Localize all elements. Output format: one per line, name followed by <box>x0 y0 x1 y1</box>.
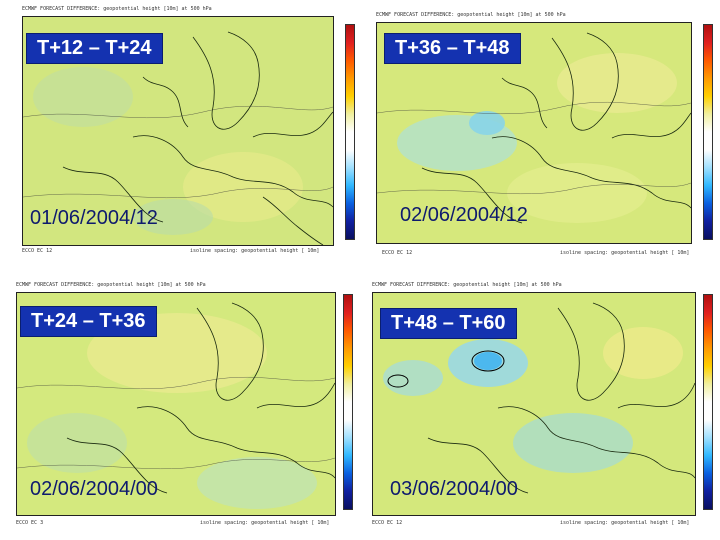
panel-footer-right: isoline spacing: geopotential height [ 1… <box>200 520 330 526</box>
panel-footer-left: ECCO EC 12 <box>22 248 53 254</box>
forecast-date-label: 03/06/2004/00 <box>390 478 518 500</box>
panel-header: ECMWF FORECAST DIFFERENCE: geopotential … <box>16 282 206 288</box>
map-panel-2: ECMWF FORECAST DIFFERENCE: geopotential … <box>360 0 720 270</box>
map-panel-1: ECMWF FORECAST DIFFERENCE: geopotential … <box>0 0 360 270</box>
map-panel-4: ECMWF FORECAST DIFFERENCE: geopotential … <box>360 270 720 540</box>
forecast-date-label: 02/06/2004/00 <box>30 478 158 500</box>
colorbar <box>703 24 713 240</box>
panel-header: ECMWF FORECAST DIFFERENCE: geopotential … <box>376 12 566 18</box>
forecast-date-label: 02/06/2004/12 <box>400 204 528 226</box>
colorbar <box>343 294 353 510</box>
panel-footer-left: ECCO EC 3 <box>16 520 44 526</box>
forecast-step-label: T+36 – T+48 <box>384 33 521 64</box>
panel-footer-right: isoline spacing: geopotential height [ 1… <box>560 520 690 526</box>
map-panel-3: ECMWF FORECAST DIFFERENCE: geopotential … <box>0 270 360 540</box>
forecast-map <box>22 16 334 246</box>
panel-footer-left: ECCO EC 12 <box>372 520 403 526</box>
panel-footer-left: ECCO EC 12 <box>382 250 413 256</box>
panel-header: ECMWF FORECAST DIFFERENCE: geopotential … <box>372 282 562 288</box>
forecast-step-label: T+12 – T+24 <box>26 33 163 64</box>
colorbar <box>345 24 355 240</box>
forecast-date-label: 01/06/2004/12 <box>30 207 158 229</box>
panel-header: ECMWF FORECAST DIFFERENCE: geopotential … <box>22 6 212 12</box>
panel-footer-right: isoline spacing: geopotential height [ 1… <box>560 250 690 256</box>
panel-footer-right: isoline spacing: geopotential height [ 1… <box>190 248 320 254</box>
colorbar <box>703 294 713 510</box>
forecast-step-label: T+48 – T+60 <box>380 308 517 339</box>
forecast-step-label: T+24 – T+36 <box>20 306 157 337</box>
